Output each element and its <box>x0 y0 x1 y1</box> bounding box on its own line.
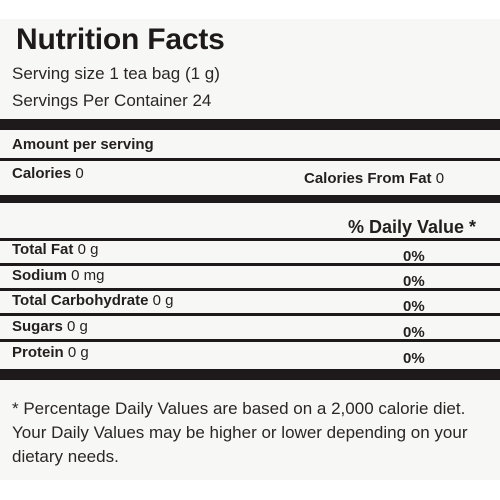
nutrient-name: Sugars <box>12 318 63 335</box>
nutrient-row: Protein 0 g <box>12 344 89 361</box>
calories-label: Calories <box>12 165 72 182</box>
calories-row: Calories 0 <box>12 165 84 182</box>
nutrient-divider <box>0 339 500 342</box>
nutrient-daily-value: 0% <box>403 273 425 290</box>
nutrient-amount: 0 g <box>152 292 174 309</box>
nutrient-row: Total Carbohydrate 0 g <box>12 292 173 309</box>
calories-from-fat-label: Calories From Fat <box>304 170 432 187</box>
nutrient-daily-value: 0% <box>403 248 425 265</box>
medium-divider <box>0 195 500 203</box>
top-margin <box>0 0 500 19</box>
daily-value-footnote: * Percentage Daily Values are based on a… <box>12 399 468 466</box>
nutrient-divider <box>0 263 500 266</box>
nutrient-divider <box>0 313 500 316</box>
nutrient-amount: 0 g <box>77 241 99 258</box>
servings-per-container: Servings Per Container 24 <box>12 91 212 110</box>
daily-value-header: % Daily Value * <box>348 217 477 237</box>
nutrient-name: Total Fat <box>12 241 74 258</box>
nutrient-row: Sodium 0 mg <box>12 267 105 284</box>
calories-from-fat-row: Calories From Fat 0 <box>304 170 444 187</box>
nutrient-amount: 0 g <box>67 318 88 335</box>
nutrition-facts-title: Nutrition Facts <box>16 23 225 56</box>
serving-size: Serving size 1 tea bag (1 g) <box>12 64 220 83</box>
nutrient-row: Sugars 0 g <box>12 318 88 335</box>
nutrient-row: Total Fat 0 g <box>12 241 98 258</box>
bottom-margin <box>0 480 500 500</box>
thick-divider <box>0 369 500 380</box>
nutrient-divider <box>0 288 500 291</box>
thick-divider <box>0 119 500 130</box>
nutrient-daily-value: 0% <box>403 298 425 315</box>
nutrient-name: Sodium <box>12 267 67 284</box>
amount-per-serving: Amount per serving <box>12 136 154 153</box>
thin-divider <box>0 158 500 161</box>
nutrient-daily-value: 0% <box>403 350 425 367</box>
nutrient-divider <box>0 238 500 241</box>
calories-value: 0 <box>75 165 84 182</box>
label-background <box>0 19 500 480</box>
nutrient-name: Protein <box>12 344 64 361</box>
nutrient-amount: 0 g <box>67 344 89 361</box>
calories-from-fat-value: 0 <box>435 170 445 187</box>
nutrient-name: Total Carbohydrate <box>12 292 149 309</box>
nutrient-daily-value: 0% <box>403 324 425 341</box>
nutrient-amount: 0 mg <box>71 267 105 284</box>
